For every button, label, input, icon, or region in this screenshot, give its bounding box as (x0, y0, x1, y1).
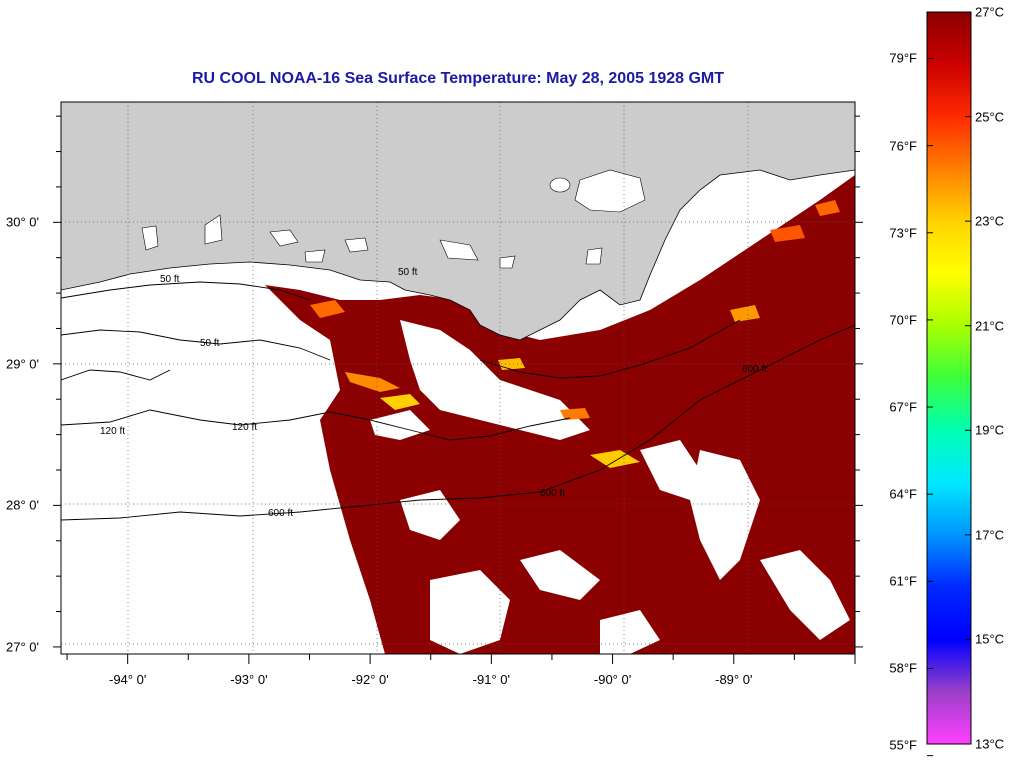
colorbar-fahrenheit-label: 79°F (889, 50, 917, 66)
longitude-label: -92° 0' (351, 672, 389, 687)
contour-label-50ft-b: 50 ft (200, 338, 220, 349)
longitude-label: -90° 0' (593, 672, 632, 687)
map-title: RU COOL NOAA-16 Sea Surface Temperature:… (191, 70, 725, 87)
colorbar-celsius-label: 19°C (975, 422, 1005, 438)
land (61, 102, 855, 341)
colorbar-celsius-label: 13°C (975, 736, 1005, 752)
colorbar-celsius-label: 25°C (975, 109, 1005, 125)
colorbar (926, 11, 972, 757)
latitude-label: 29° 0' (6, 356, 39, 372)
latitude-label: 28° 0' (6, 497, 39, 513)
colorbar-fahrenheit-label: 55°F (889, 737, 917, 753)
colorbar-fahrenheit-label: 67°F (889, 399, 917, 415)
colorbar-fahrenheit-label: 76°F (889, 138, 917, 154)
contour-label-50ft-a: 50 ft (160, 274, 180, 285)
colorbar-celsius-label: 23°C (975, 213, 1005, 229)
graticule (61, 102, 855, 654)
depth-contours (61, 281, 855, 521)
contour-labels: 50 ft 50 ft 50 ft 120 ft 120 ft 600 ft 6… (100, 267, 767, 519)
colorbar-fahrenheit-label: 73°F (889, 225, 917, 241)
colorbar-celsius-label: 15°C (975, 631, 1005, 647)
cloud-patches (370, 320, 850, 654)
colorbar-fahrenheit-label: 70°F (889, 312, 917, 328)
longitude-label: -89° 0' (715, 672, 753, 687)
colorbar-ticks (927, 11, 971, 757)
warm-streaks (310, 200, 840, 468)
colorbar-celsius-label: 17°C (975, 527, 1005, 543)
sst-map: 50 ft 50 ft 50 ft 120 ft 120 ft 600 ft 6… (53, 101, 863, 664)
contour-label-120ft-b: 120 ft (100, 426, 125, 437)
plot-frame (60, 101, 856, 655)
contour-label-600ft-b: 600 ft (540, 488, 565, 499)
colorbar-celsius-label: 27°C (975, 4, 1005, 20)
contour-label-50ft-c: 50 ft (398, 267, 418, 278)
longitude-label: -94° 0' (109, 672, 147, 687)
colorbar-fahrenheit-label: 61°F (889, 573, 917, 589)
colorbar-fahrenheit-label: 64°F (889, 486, 917, 502)
longitude-label: -91° 0' (472, 672, 510, 687)
latitude-label: 27° 0' (6, 639, 39, 655)
colorbar-celsius-label: 21°C (975, 318, 1005, 334)
longitude-label: -93° 0' (230, 672, 268, 687)
lakes (141, 169, 646, 269)
contour-label-600ft-a: 600 ft (268, 508, 293, 519)
contour-label-120ft-a: 120 ft (232, 422, 257, 433)
colorbar-fahrenheit-label: 58°F (889, 660, 917, 676)
axis-ticks (53, 115, 863, 664)
colorbar-gradient (926, 11, 972, 745)
latitude-label: 30° 0' (6, 214, 39, 230)
contour-label-600ft-c: 600 ft (742, 364, 767, 375)
